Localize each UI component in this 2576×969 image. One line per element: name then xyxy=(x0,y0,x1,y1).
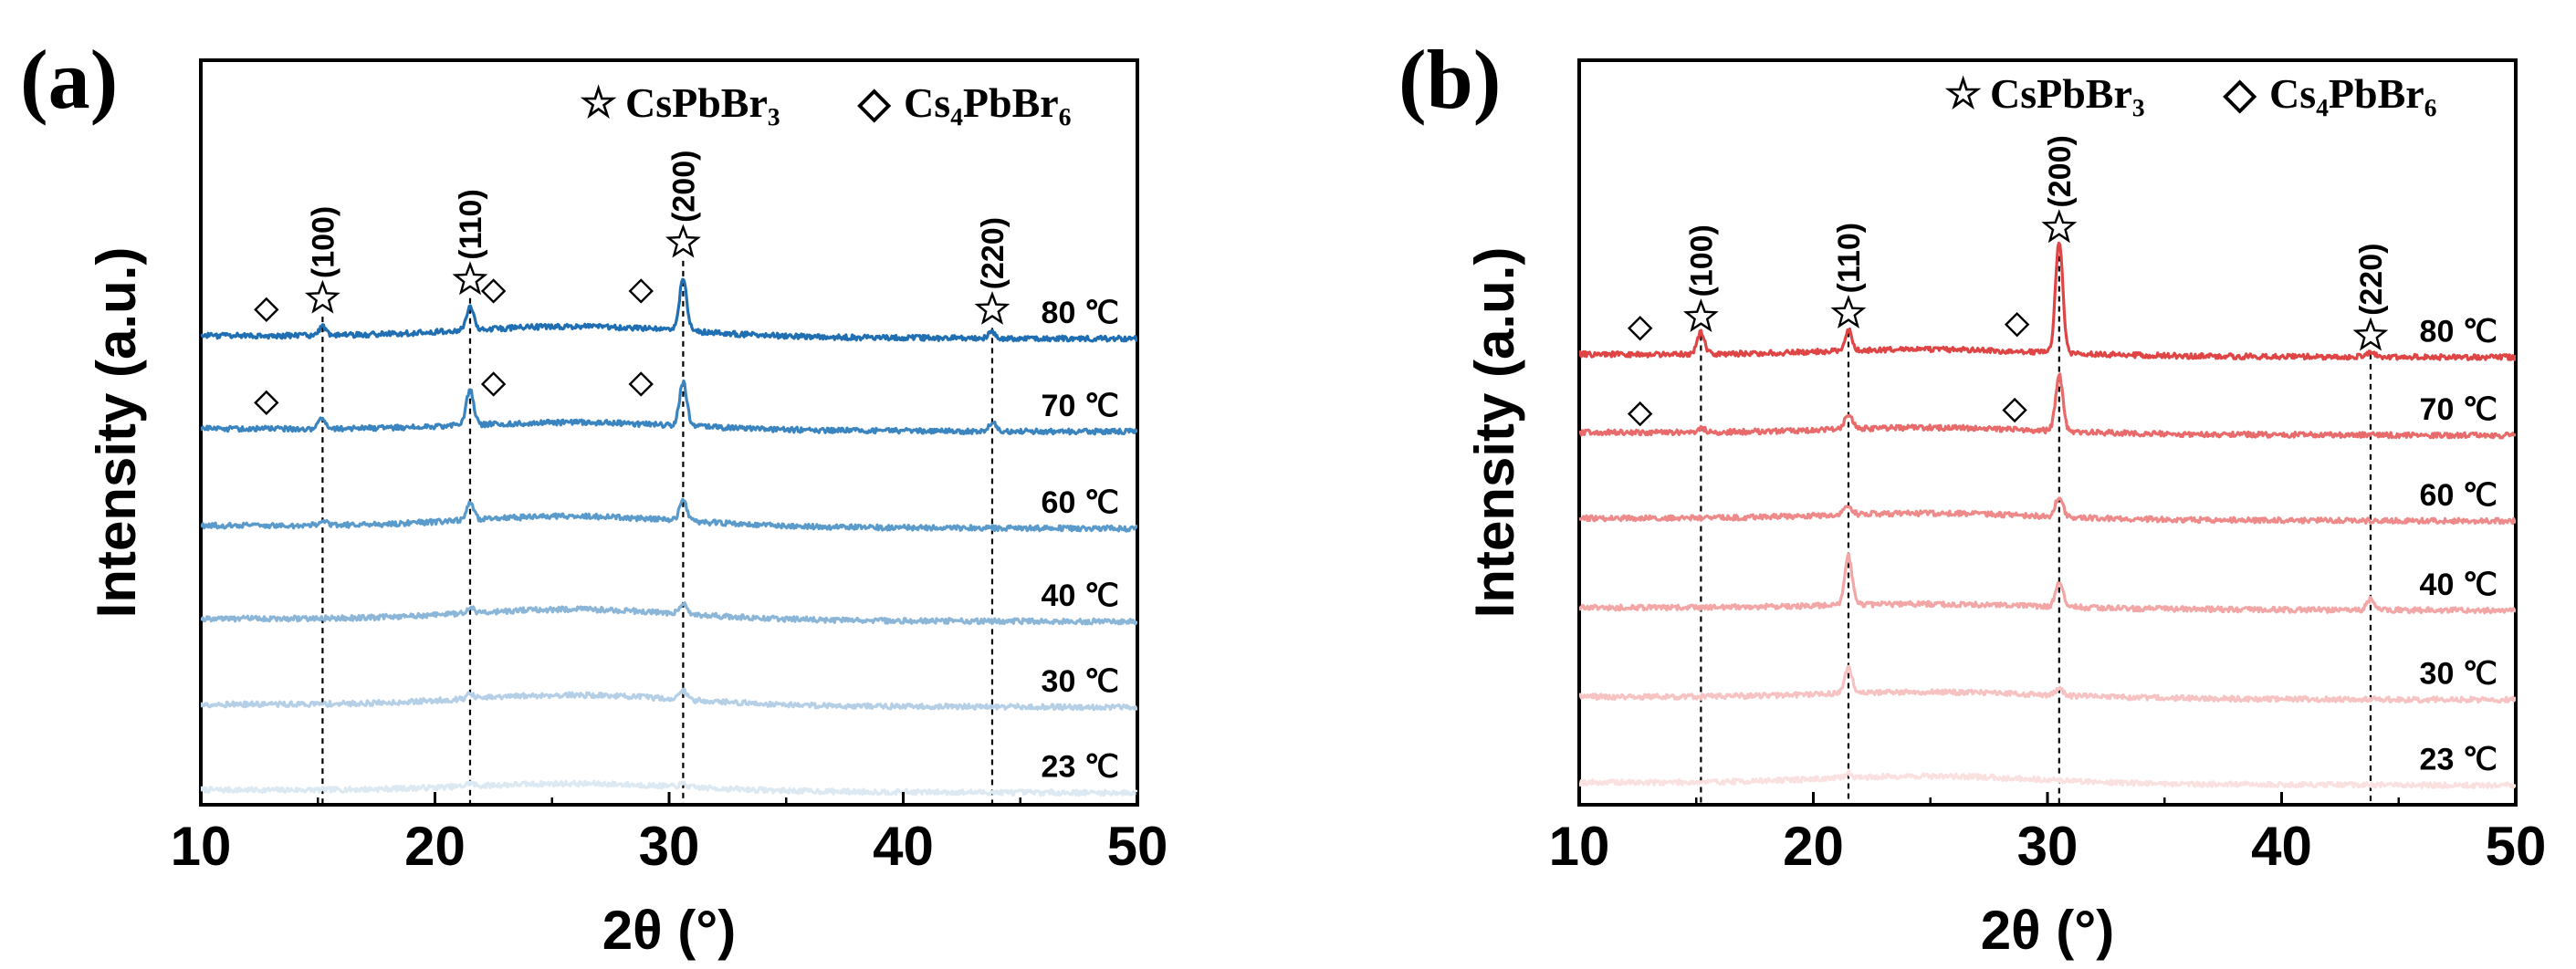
x-tick-label: 40 xyxy=(2251,816,2312,877)
cspbbr3-star-marker xyxy=(1830,294,1867,328)
series-line xyxy=(201,687,1137,712)
cs4pbbr6-diamond-marker xyxy=(628,371,654,397)
legend-diamond-symbol: ◇ xyxy=(2223,70,2257,117)
cs4pbbr6-diamond-marker xyxy=(1627,401,1653,427)
hkl-label: (110) xyxy=(1832,223,1867,294)
legend: ☆ CsPbBr₃ ◇ Cs₄PbBr₆ xyxy=(580,79,1071,126)
series-line xyxy=(1579,552,2516,615)
x-tick-label: 40 xyxy=(873,816,934,877)
y-axis-title: Intensity (a.u.) xyxy=(86,247,147,619)
cspbbr3-star-marker xyxy=(974,290,1011,325)
panel-label: (a) xyxy=(20,33,118,126)
hkl-label: (220) xyxy=(2354,244,2389,316)
x-axis-title: 2θ (°) xyxy=(1981,900,2114,961)
legend: ☆ CsPbBr₃ ◇ Cs₄PbBr₆ xyxy=(1944,70,2436,117)
temperature-label: 23 ℃ xyxy=(2420,743,2497,777)
x-tick-label: 10 xyxy=(171,816,232,877)
cspbbr3-star-marker xyxy=(665,224,701,258)
series-line xyxy=(201,379,1137,436)
temperature-label: 80 ℃ xyxy=(1042,296,1119,330)
series-line xyxy=(1579,372,2516,440)
hkl-label: (200) xyxy=(2043,135,2078,207)
panel-a: (a) (100) (110) (200) (220) 23 ℃ 30 ℃ 40 ℃ 60 … xyxy=(20,33,1168,961)
temperature-label: 30 ℃ xyxy=(2420,657,2497,692)
x-tick-label: 20 xyxy=(1783,816,1844,877)
cs4pbbr6-diamond-marker xyxy=(480,278,507,304)
series-line xyxy=(1579,496,2516,526)
y-axis-title: Intensity (a.u.) xyxy=(1464,247,1525,619)
series-line xyxy=(201,497,1137,533)
hkl-label: (200) xyxy=(666,151,701,223)
hkl-label: (220) xyxy=(976,217,1011,289)
series-line xyxy=(1579,241,2516,361)
temperature-label: 70 ℃ xyxy=(1042,389,1119,423)
hkl-label: (110) xyxy=(454,189,488,260)
temperature-label: 23 ℃ xyxy=(1042,750,1119,785)
series-line xyxy=(201,600,1137,626)
x-tick-label: 10 xyxy=(1549,816,1610,877)
temperature-label: 60 ℃ xyxy=(1042,485,1119,520)
legend-diamond-symbol: ◇ xyxy=(857,79,892,126)
legend-star-symbol: ☆ xyxy=(1944,70,1982,117)
temperature-label: 40 ℃ xyxy=(1042,578,1119,613)
cs4pbbr6-diamond-marker xyxy=(1627,316,1653,341)
x-tick-label: 30 xyxy=(2017,816,2079,877)
x-tick-label: 30 xyxy=(639,816,700,877)
hkl-label: (100) xyxy=(306,206,340,278)
x-tick-label: 50 xyxy=(2486,816,2547,877)
legend-entry-cspbbr3: CsPbBr₃ xyxy=(1990,70,2145,117)
hkl-label: (100) xyxy=(1684,224,1719,297)
legend-entry-cs4pbbr6: Cs₄PbBr₆ xyxy=(904,79,1071,126)
cs4pbbr6-diamond-marker xyxy=(2004,311,2030,338)
temperature-label: 30 ℃ xyxy=(1042,664,1119,699)
cspbbr3-star-marker xyxy=(2352,317,2389,351)
x-tick-label: 50 xyxy=(1107,816,1168,877)
legend-star-symbol: ☆ xyxy=(580,79,617,126)
legend-entry-cspbbr3: CsPbBr₃ xyxy=(625,79,780,126)
legend-entry-cs4pbbr6: Cs₄PbBr₆ xyxy=(2269,70,2436,117)
x-axis-title: 2θ (°) xyxy=(602,900,736,961)
cs4pbbr6-diamond-marker xyxy=(254,390,279,416)
cs4pbbr6-diamond-marker xyxy=(254,297,279,323)
temperature-label: 60 ℃ xyxy=(2420,478,2497,513)
x-tick-label: 20 xyxy=(404,816,466,877)
panel-b: (b) (100) (110) (200) (220) 23 ℃ 30 ℃ 40 ℃ 60 … xyxy=(1398,33,2546,961)
cspbbr3-star-marker xyxy=(1682,298,1719,333)
cspbbr3-star-marker xyxy=(304,279,340,314)
series-line xyxy=(201,277,1137,343)
series-line xyxy=(201,779,1137,797)
cs4pbbr6-diamond-marker xyxy=(480,371,507,397)
series-line xyxy=(1579,664,2516,704)
cs4pbbr6-diamond-marker xyxy=(628,278,654,304)
cs4pbbr6-diamond-marker xyxy=(2002,397,2027,423)
cspbbr3-star-marker xyxy=(452,261,488,296)
cspbbr3-star-marker xyxy=(2041,209,2078,244)
temperature-label: 70 ℃ xyxy=(2420,392,2497,427)
series-line xyxy=(1579,769,2516,790)
panel-label: (b) xyxy=(1398,33,1501,126)
temperature-label: 40 ℃ xyxy=(2420,568,2497,602)
temperature-label: 80 ℃ xyxy=(2420,314,2497,349)
